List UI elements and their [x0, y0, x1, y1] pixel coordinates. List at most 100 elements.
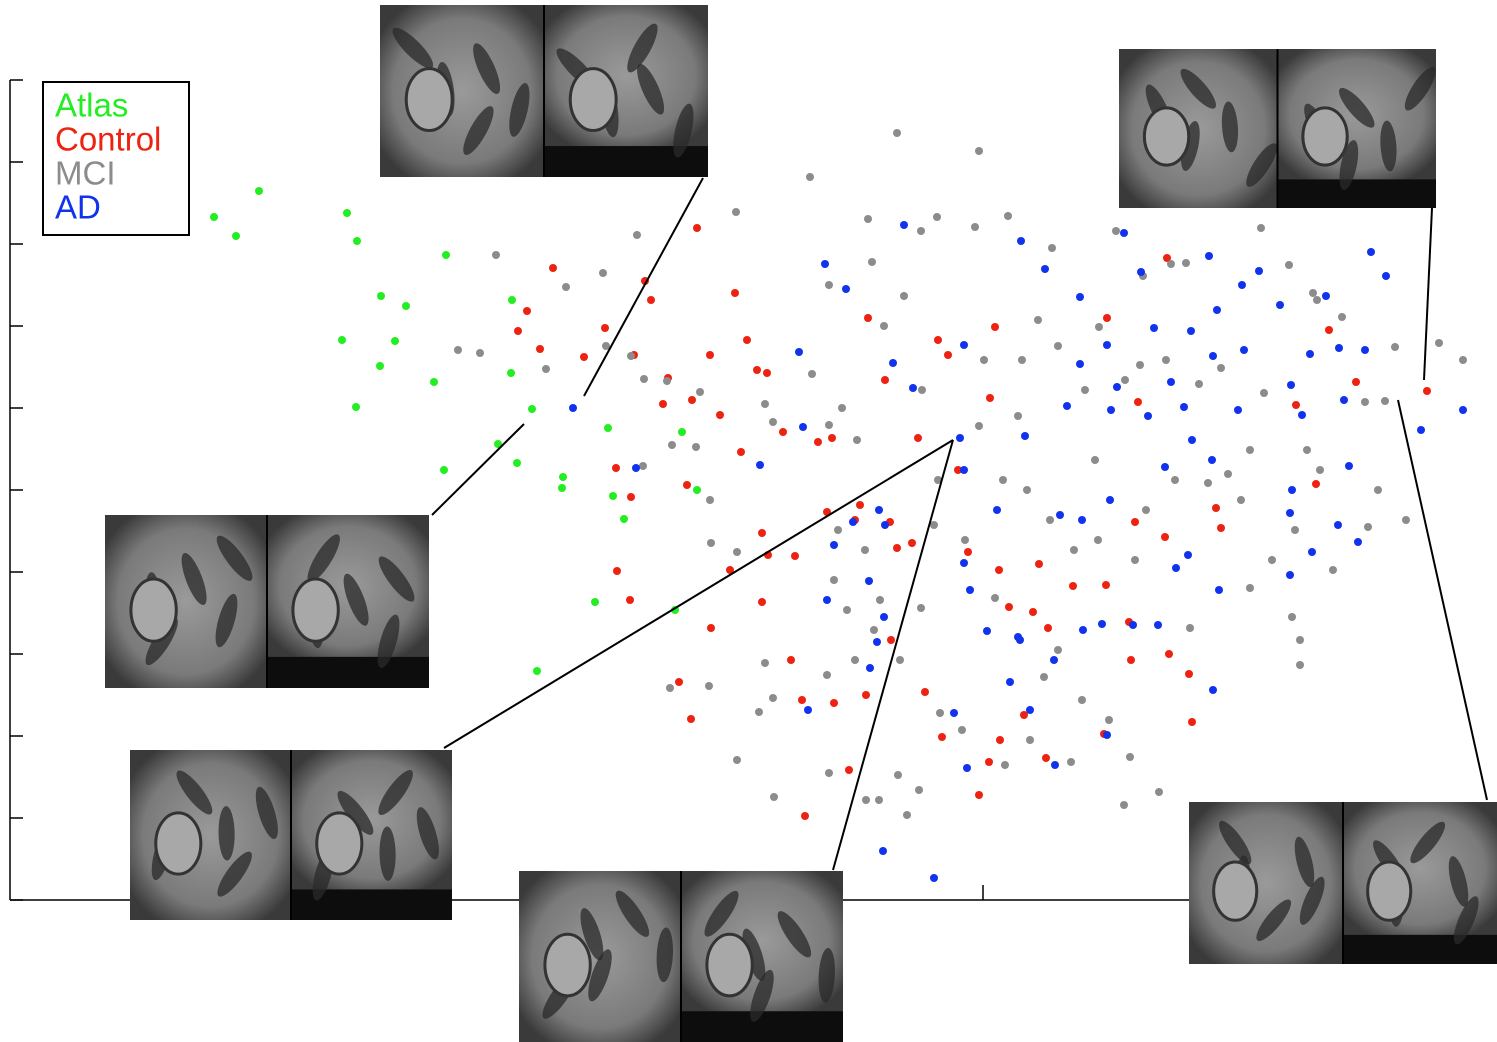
point — [693, 486, 701, 494]
point — [352, 403, 360, 411]
point — [612, 464, 620, 472]
point — [1131, 556, 1139, 564]
point — [1067, 758, 1075, 766]
brain-structure — [1301, 106, 1349, 167]
point — [647, 296, 655, 304]
point — [1076, 360, 1084, 368]
point — [514, 327, 522, 335]
point — [604, 424, 612, 432]
point — [1051, 761, 1059, 769]
point — [1006, 678, 1014, 686]
point — [1187, 327, 1195, 335]
point — [1287, 381, 1295, 389]
point — [868, 258, 876, 266]
brain-sulcus — [580, 908, 604, 961]
point — [454, 346, 462, 354]
point — [693, 224, 701, 232]
point — [821, 260, 829, 268]
brain-sulcus — [673, 103, 694, 158]
point — [966, 586, 974, 594]
brain-sulcus — [1339, 87, 1375, 128]
point — [896, 656, 904, 664]
point — [1103, 314, 1111, 322]
point — [523, 307, 531, 315]
point — [1106, 496, 1114, 504]
point — [779, 428, 787, 436]
brain-structure — [1142, 106, 1191, 167]
point — [1076, 293, 1084, 301]
point — [938, 733, 946, 741]
connector — [832, 439, 954, 871]
point — [731, 289, 739, 297]
point — [1041, 265, 1049, 273]
point — [688, 396, 696, 404]
brain-sulcus — [337, 790, 374, 835]
point — [1312, 480, 1320, 488]
point — [961, 536, 969, 544]
point — [999, 476, 1007, 484]
point — [934, 476, 942, 484]
brain-sulcus — [377, 614, 400, 668]
connector — [583, 177, 704, 397]
point — [808, 370, 816, 378]
point — [705, 682, 713, 690]
point — [353, 237, 361, 245]
point — [1212, 504, 1220, 512]
point — [1150, 324, 1158, 332]
point — [683, 481, 691, 489]
point — [1238, 281, 1246, 289]
point — [828, 434, 836, 442]
point — [838, 404, 846, 412]
point — [799, 423, 807, 431]
point — [1325, 326, 1333, 334]
point — [707, 624, 715, 632]
point — [1136, 361, 1144, 369]
point — [991, 323, 999, 331]
point — [663, 377, 671, 385]
point — [1188, 436, 1196, 444]
point — [1224, 470, 1232, 478]
point — [1260, 389, 1268, 397]
point — [1316, 466, 1324, 474]
point — [753, 366, 761, 374]
point — [1001, 761, 1009, 769]
brain-sulcus — [216, 535, 253, 581]
legend-entry: AD — [55, 189, 101, 226]
point — [798, 696, 806, 704]
point — [1161, 463, 1169, 471]
point — [737, 448, 745, 456]
point — [825, 281, 833, 289]
point — [1288, 613, 1296, 621]
point — [1026, 736, 1034, 744]
point — [1286, 509, 1294, 517]
point — [980, 356, 988, 364]
brain-sulcus — [1410, 821, 1446, 864]
point — [513, 459, 521, 467]
brain-image — [1189, 802, 1497, 964]
point — [971, 223, 979, 231]
point — [755, 708, 763, 716]
point — [875, 506, 883, 514]
point — [1040, 673, 1048, 681]
brain-sulcus — [1380, 120, 1397, 172]
point — [602, 342, 610, 350]
brain-sulcus — [1221, 101, 1239, 153]
point — [1056, 511, 1064, 519]
point — [494, 440, 502, 448]
point — [1131, 518, 1139, 526]
point — [1184, 551, 1192, 559]
point — [476, 349, 484, 357]
brain-sulcus — [473, 43, 501, 95]
point — [830, 541, 838, 549]
brain-sulcus — [627, 23, 658, 73]
brain-sulcus — [215, 593, 238, 648]
point — [1005, 603, 1013, 611]
point — [1070, 546, 1078, 554]
point — [851, 656, 859, 664]
point — [569, 404, 577, 412]
brain-sulcus — [1404, 66, 1436, 111]
point — [865, 577, 873, 585]
point — [960, 466, 968, 474]
point — [1129, 621, 1137, 629]
point — [893, 129, 901, 137]
